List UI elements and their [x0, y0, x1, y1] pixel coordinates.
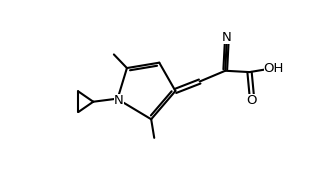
Text: O: O: [246, 94, 257, 107]
Text: N: N: [222, 31, 231, 44]
Text: N: N: [114, 94, 124, 107]
Text: OH: OH: [264, 62, 284, 75]
